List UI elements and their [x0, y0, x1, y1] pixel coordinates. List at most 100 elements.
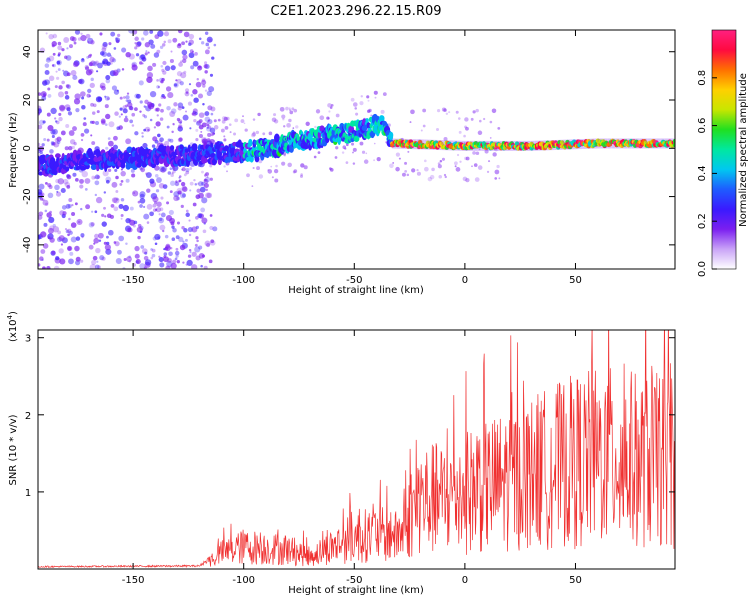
spectrogram-noise-point: [56, 76, 60, 80]
spectrogram-noise-point: [106, 52, 112, 57]
spectrogram-noise-point: [118, 204, 124, 210]
spectrogram-noise-point: [455, 110, 459, 114]
spectrogram-noise-point: [48, 33, 54, 40]
spectrogram-noise-point: [169, 58, 174, 64]
spectrogram-noise-point: [66, 184, 71, 189]
spectrogram-noise-point: [74, 202, 78, 206]
spectrogram-noise-point: [192, 202, 197, 207]
spectrogram-noise-point: [104, 123, 108, 126]
spectrogram-noise-point: [163, 96, 166, 99]
spectrogram-noise-point: [88, 62, 93, 67]
spectrogram-noise-point: [38, 124, 43, 130]
spectrogram-noise-point: [492, 152, 497, 157]
spectrogram-noise-point: [38, 108, 43, 114]
spectrogram-noise-point: [80, 34, 87, 42]
spectrogram-noise-point: [110, 204, 115, 208]
spectrogram-noise-point: [191, 112, 195, 116]
spectrogram-noise-point: [268, 131, 273, 136]
spectrogram-noise-point: [289, 110, 294, 115]
spectrogram-noise-point: [108, 42, 112, 46]
spectrogram-noise-point: [151, 144, 156, 148]
spectrogram-noise-point: [366, 109, 371, 113]
spectrogram-ridge-point: [181, 158, 185, 165]
spectrogram-noise-point: [56, 140, 61, 145]
spectrogram-noise-point: [54, 117, 57, 120]
spectrogram-noise-point: [64, 90, 69, 95]
spectrogram-noise-point: [102, 41, 108, 48]
spectrogram-noise-point: [105, 248, 112, 255]
spectrogram-noise-point: [177, 190, 182, 195]
spectrogram-noise-point: [389, 163, 394, 169]
spectrogram-noise-point: [74, 30, 81, 35]
spectrogram-noise-point: [185, 209, 189, 213]
spectrogram-noise-point: [55, 70, 58, 73]
spectrogram-noise-point: [181, 167, 186, 172]
spectrogram-noise-point: [158, 257, 164, 263]
spectrogram-noise-point: [244, 128, 248, 132]
spectrogram-noise-point: [105, 78, 111, 84]
spectrogram-noise-point: [44, 209, 48, 213]
spectrogram-noise-point: [267, 169, 270, 172]
spectrogram-noise-point: [98, 239, 102, 242]
spectrogram-noise-point: [395, 152, 401, 157]
spectrogram-noise-point: [131, 112, 136, 117]
spectrogram-noise-point: [60, 187, 66, 194]
spectrogram-noise-point: [131, 173, 136, 178]
spectrogram-noise-point: [173, 191, 180, 198]
spectrogram-noise-point: [178, 192, 181, 195]
spectrogram-noise-point: [172, 169, 176, 174]
spectrogram-noise-point: [84, 66, 90, 71]
spectrogram-noise-point: [204, 89, 208, 92]
spectrogram-noise-point: [486, 170, 490, 173]
spectrogram-noise-point: [193, 178, 196, 182]
spectrogram-noise-point: [80, 32, 83, 35]
spectrogram-noise-point: [38, 263, 41, 267]
spectrogram-noise-point: [242, 115, 244, 118]
spectrogram-noise-point: [196, 188, 201, 193]
spectrogram-noise-point: [194, 52, 198, 56]
spectrogram-noise-point: [80, 91, 86, 97]
spectrogram-noise-point: [143, 128, 147, 132]
spectrogram-noise-point: [106, 97, 110, 101]
spectrogram-noise-point: [115, 189, 119, 193]
spectrogram-noise-point: [80, 207, 83, 211]
spectrogram-noise-point: [70, 222, 77, 228]
spectrogram-noise-point: [207, 46, 211, 50]
spectrogram-noise-point: [91, 259, 97, 265]
spectrogram-halo: [651, 138, 654, 149]
spectrogram-noise-point: [132, 190, 139, 197]
spectrogram-noise-point: [202, 184, 206, 187]
spectrogram-noise-point: [163, 252, 168, 256]
spectrogram-noise-point: [111, 85, 118, 91]
spectrogram-noise-point: [429, 174, 435, 180]
spectrogram-noise-point: [68, 258, 74, 265]
spectrogram-noise-point: [48, 55, 55, 62]
spectrogram-halo: [596, 138, 598, 149]
spectrogram-noise-point: [344, 147, 347, 150]
spectrogram-noise-point: [252, 131, 256, 134]
spectrogram-noise-point: [175, 79, 178, 82]
spectrogram-noise-point: [455, 167, 461, 172]
spectrogram-noise-point: [105, 75, 111, 80]
spectrogram-noise-point: [463, 134, 466, 138]
spectrogram-noise-point: [58, 116, 63, 122]
spectrogram-noise-point: [373, 142, 376, 145]
spectrogram-noise-point: [223, 165, 226, 168]
spectrogram-noise-point: [68, 146, 73, 151]
spectrogram-noise-point: [213, 43, 217, 47]
spectrogram-noise-point: [73, 142, 77, 146]
spectrogram-noise-point: [99, 255, 105, 261]
spectrogram-ridge-point: [210, 142, 214, 148]
spectrogram-noise-point: [169, 190, 173, 194]
spectrogram-noise-point: [202, 84, 206, 88]
spectrogram-noise-point: [370, 114, 373, 117]
spectrogram-noise-point: [133, 191, 136, 195]
spectrogram-noise-point: [146, 221, 150, 224]
spectrogram-noise-point: [448, 111, 451, 114]
spectrogram-noise-point: [359, 141, 364, 146]
spectrogram-noise-point: [313, 155, 317, 159]
spectrogram-noise-point: [171, 225, 175, 229]
spectrogram-noise-point: [359, 101, 364, 106]
spectrogram-noise-point: [177, 106, 182, 111]
